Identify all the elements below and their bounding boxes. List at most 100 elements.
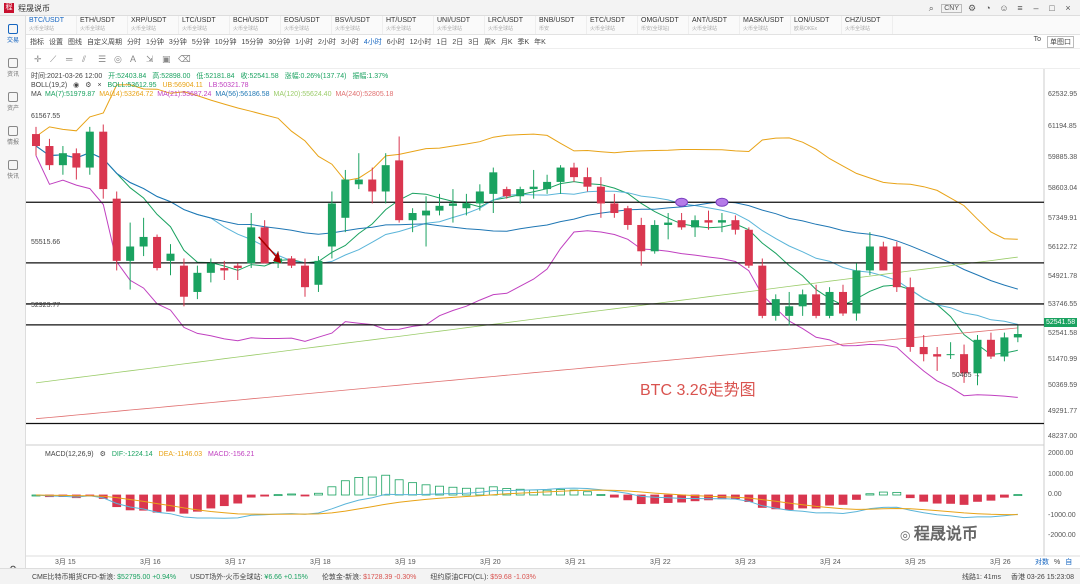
period-item[interactable]: 2小时	[318, 38, 336, 46]
settings-icon[interactable]: ⚙	[99, 451, 106, 458]
ticker-tab[interactable]: LTC/USDT 火币全球站	[179, 16, 230, 34]
sidebar-item[interactable]: 快讯	[0, 160, 26, 180]
period-right: To 单图口	[1034, 36, 1074, 48]
period-item[interactable]: 2日	[452, 38, 464, 46]
layout-option[interactable]: 单图口	[1047, 36, 1074, 48]
period-item[interactable]: 4小时	[363, 38, 382, 46]
ticker-tab[interactable]: XRP/USDT 火币全球站	[128, 16, 179, 34]
price-tick: 59885.38	[1048, 154, 1078, 162]
quote-value: $52795.00	[115, 573, 153, 581]
sidebar-item[interactable]: 资产	[0, 92, 26, 112]
shape-tool-icon[interactable]: ◎	[114, 54, 122, 64]
search-icon[interactable]: ⌕	[928, 2, 934, 13]
period-item[interactable]: 1小时	[295, 38, 314, 46]
currency-select[interactable]: CNY	[941, 3, 962, 13]
market-quote[interactable]: CME比特币期货CFD-新浪: $52795.00 +0.94%	[32, 572, 176, 582]
period-item[interactable]: 自定义周期	[87, 38, 122, 46]
period-item[interactable]: 图线	[68, 38, 82, 46]
menu-icon[interactable]: ≡	[1017, 3, 1023, 13]
sidebar-icon	[8, 58, 18, 68]
candle-body	[502, 189, 511, 197]
period-item[interactable]: 12小时	[409, 38, 432, 46]
period-item[interactable]: 月K	[500, 38, 513, 46]
period-item[interactable]: 10分钟	[214, 38, 237, 46]
close-icon[interactable]: ×	[1065, 3, 1071, 13]
ticker-exchange: 火币全球站	[437, 26, 463, 32]
ticker-tab[interactable]: EOS/USDT 火币全球站	[281, 16, 332, 34]
ticker-tab[interactable]: HT/USDT 火币全球站	[383, 16, 434, 34]
ticker-tab[interactable]: LON/USDT 欧易OKEx	[791, 16, 842, 34]
minimize-icon[interactable]: –	[1033, 3, 1039, 13]
candle-body	[570, 167, 578, 178]
period-item[interactable]: 设置	[49, 38, 63, 46]
price-tick: 51470.99	[1048, 355, 1078, 363]
channel-tool-icon[interactable]: ⫽	[82, 54, 87, 64]
macd-bar	[421, 484, 431, 496]
lock-tool-icon[interactable]: ▣	[162, 54, 171, 64]
macd-bar	[905, 494, 915, 499]
period-item[interactable]: 年K	[534, 38, 546, 46]
ticker-symbol: CHZ/USDT	[845, 17, 881, 24]
bell-icon[interactable]: ◔	[985, 3, 991, 13]
sidebar-item[interactable]: 资讯	[0, 58, 26, 78]
period-item[interactable]: 3分钟	[168, 38, 187, 46]
period-item[interactable]: 3日	[468, 38, 480, 46]
ticker-tab[interactable]: MASK/USDT 火币全球站	[740, 16, 791, 34]
close-icon[interactable]: ×	[97, 82, 102, 89]
ticker-tab[interactable]: UNI/USDT 火币全球站	[434, 16, 485, 34]
market-quote[interactable]: USDT场外-火币全球站: ¥6.66 +0.15%	[190, 572, 308, 582]
ticker-tab[interactable]: BNB/USDT 币安	[536, 16, 587, 34]
period-item[interactable]: 3小时	[340, 38, 359, 46]
ticker-tab[interactable]: ETH/USDT 火币全球站	[77, 16, 128, 34]
eye-icon[interactable]: ◉	[73, 82, 80, 89]
market-quote[interactable]: 伦敦金-新浪: $1728.39 -0.30%	[322, 572, 417, 582]
period-toolbar: 指标 设置 图线 自定义周期 分时 1分钟 3分钟 5分钟 10分钟 15分钟 30分钟 1小时 2小时…	[26, 35, 1080, 49]
settings-icon[interactable]: ⚙	[85, 82, 92, 89]
period-item[interactable]: 分时	[127, 38, 141, 46]
period-item[interactable]: 季K	[517, 38, 530, 46]
ticker-tab[interactable]: LRC/USDT 火币全球站	[485, 16, 536, 34]
market-quote[interactable]: 纽约原油CFD(CL): $59.68 -1.03%	[430, 572, 535, 582]
text-tool-icon[interactable]: A	[130, 54, 137, 64]
ticker-exchange: 火币全球站	[233, 26, 259, 32]
ticker-symbol: BSV/USDT	[335, 17, 371, 24]
period-item[interactable]: 1分钟	[146, 38, 164, 46]
layout-option[interactable]: To	[1033, 36, 1041, 43]
date-tick: 3月 19	[395, 559, 416, 566]
period-item[interactable]: 指标	[30, 38, 44, 46]
ticker-tab[interactable]: BCH/USDT 火币全球站	[230, 16, 281, 34]
macd-bar	[340, 480, 350, 496]
ticker-tab[interactable]: ETC/USDT 火币全球站	[587, 16, 638, 34]
scale-option[interactable]: 对数	[1035, 559, 1049, 566]
ticker-tab[interactable]: CHZ/USDT 火币全球站	[842, 16, 893, 34]
sidebar-item[interactable]: 交易	[0, 24, 26, 44]
candle-body	[368, 179, 377, 192]
line-tool-icon[interactable]: ⟋	[50, 54, 57, 64]
ticker-tab[interactable]: ANT/USDT 火币全球站	[689, 16, 740, 34]
scale-option[interactable]: %	[1054, 559, 1061, 566]
maximize-icon[interactable]: □	[1049, 3, 1055, 13]
user-icon[interactable]: ☺	[999, 3, 1009, 13]
candlestick-chart[interactable]	[0, 0, 1080, 568]
ticker-tab[interactable]: BSV/USDT 火币全球站	[332, 16, 383, 34]
fib-tool-icon[interactable]: ☰	[98, 54, 107, 64]
period-item[interactable]: 周K	[484, 38, 496, 46]
macd-bar	[690, 494, 700, 502]
delete-tool-icon[interactable]: ⌫	[178, 54, 191, 64]
sidebar-item[interactable]: 情报	[0, 126, 26, 146]
macd-bar	[461, 487, 471, 496]
hline-tool-icon[interactable]: ═	[66, 54, 73, 64]
macd-bar	[206, 494, 216, 509]
measure-tool-icon[interactable]: ⇲	[146, 54, 154, 64]
ticker-tab[interactable]: BTC/USDT 火币全球站	[26, 16, 77, 34]
crosshair-icon[interactable]: ✛	[34, 54, 42, 64]
title-bar: 程 程晟说币 ⌕ CNY ⚙ ◔ ☺ ≡ – □ ×	[0, 0, 1080, 16]
period-item[interactable]: 30分钟	[268, 38, 291, 46]
settings-icon[interactable]: ⚙	[967, 2, 977, 13]
period-item[interactable]: 5分钟	[191, 38, 210, 46]
period-item[interactable]: 6小时	[386, 38, 405, 46]
ticker-tab[interactable]: OMG/USDT 币安(全球站)	[638, 16, 689, 34]
period-item[interactable]: 1日	[436, 38, 448, 46]
ticker-exchange: 火币全球站	[182, 26, 208, 32]
period-item[interactable]: 15分钟	[241, 38, 264, 46]
